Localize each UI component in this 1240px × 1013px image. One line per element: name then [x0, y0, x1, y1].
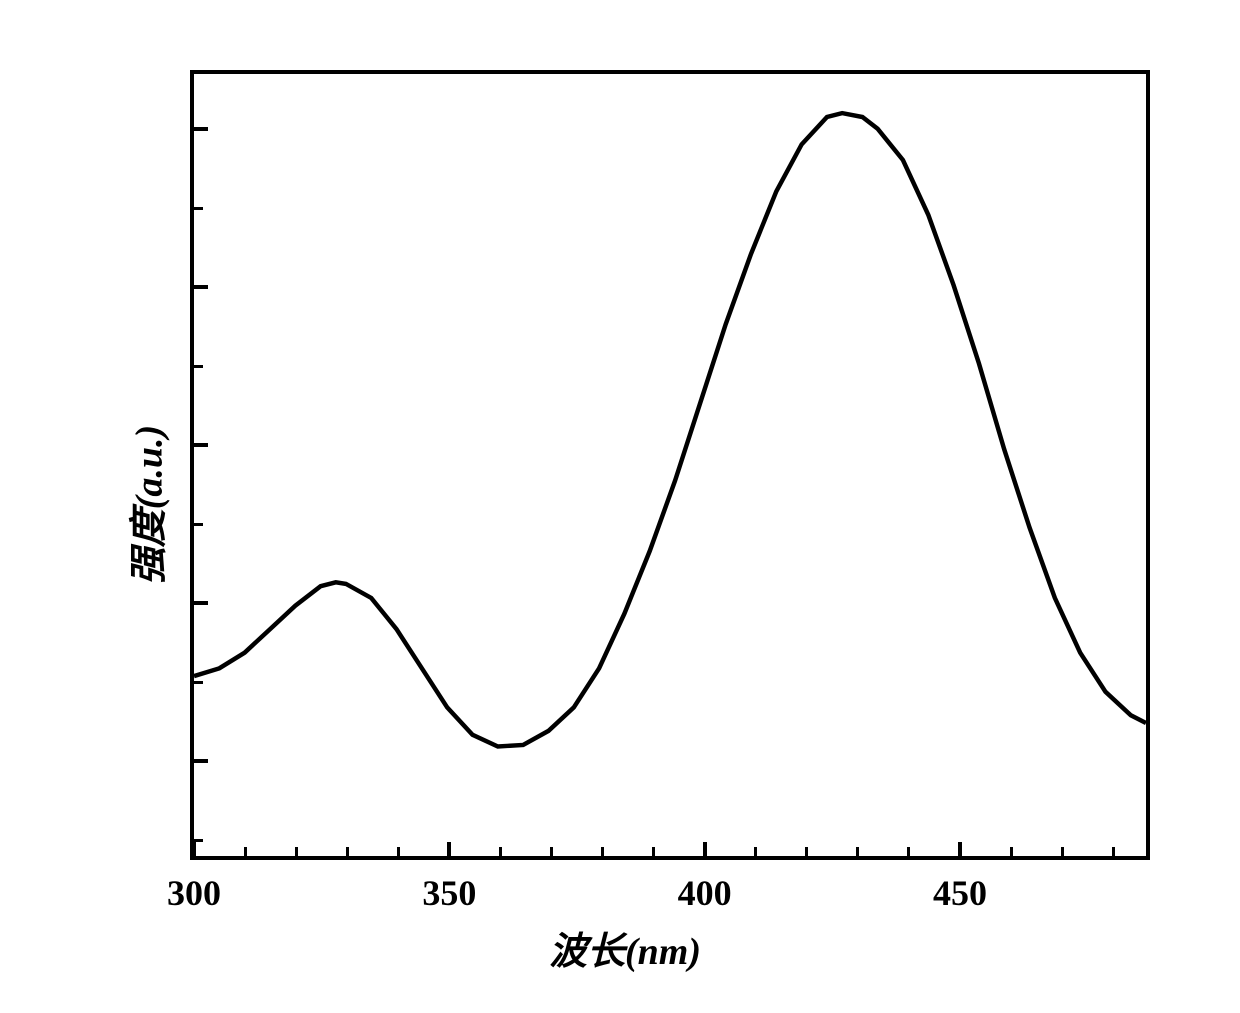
x-tick-label: 350 [422, 872, 476, 914]
x-tick-major [447, 842, 451, 856]
x-tick-minor [1112, 847, 1115, 856]
x-tick-label: 450 [933, 872, 987, 914]
y-tick-major [194, 759, 208, 763]
x-tick-minor [601, 847, 604, 856]
x-tick-minor [550, 847, 553, 856]
x-axis-label: 波长(nm) [549, 920, 701, 975]
x-tick-label: 400 [678, 872, 732, 914]
y-tick-major [194, 285, 208, 289]
y-tick-minor [194, 207, 203, 210]
x-tick-minor [499, 847, 502, 856]
y-tick-minor [194, 365, 203, 368]
x-tick-minor [652, 847, 655, 856]
y-tick-minor [194, 523, 203, 526]
y-tick-major [194, 127, 208, 131]
x-tick-minor [907, 847, 910, 856]
y-tick-major [194, 443, 208, 447]
y-axis-label: 强度(a.u.) [118, 425, 173, 585]
x-tick-label: 300 [167, 872, 221, 914]
x-tick-major [703, 842, 707, 856]
y-tick-minor [194, 681, 203, 684]
spectrum-curve [194, 74, 1146, 856]
x-tick-major [958, 842, 962, 856]
x-tick-minor [397, 847, 400, 856]
x-tick-minor [244, 847, 247, 856]
y-tick-major [194, 601, 208, 605]
x-tick-minor [1061, 847, 1064, 856]
x-tick-major [192, 842, 196, 856]
x-tick-minor [346, 847, 349, 856]
plot-area: 300350400450 [190, 70, 1150, 860]
x-tick-minor [1010, 847, 1013, 856]
x-tick-minor [856, 847, 859, 856]
x-tick-minor [805, 847, 808, 856]
y-tick-minor [194, 839, 203, 842]
x-tick-minor [754, 847, 757, 856]
x-tick-minor [295, 847, 298, 856]
spectrum-chart: 强度(a.u.) 波长(nm) 300350400450 [50, 30, 1200, 980]
